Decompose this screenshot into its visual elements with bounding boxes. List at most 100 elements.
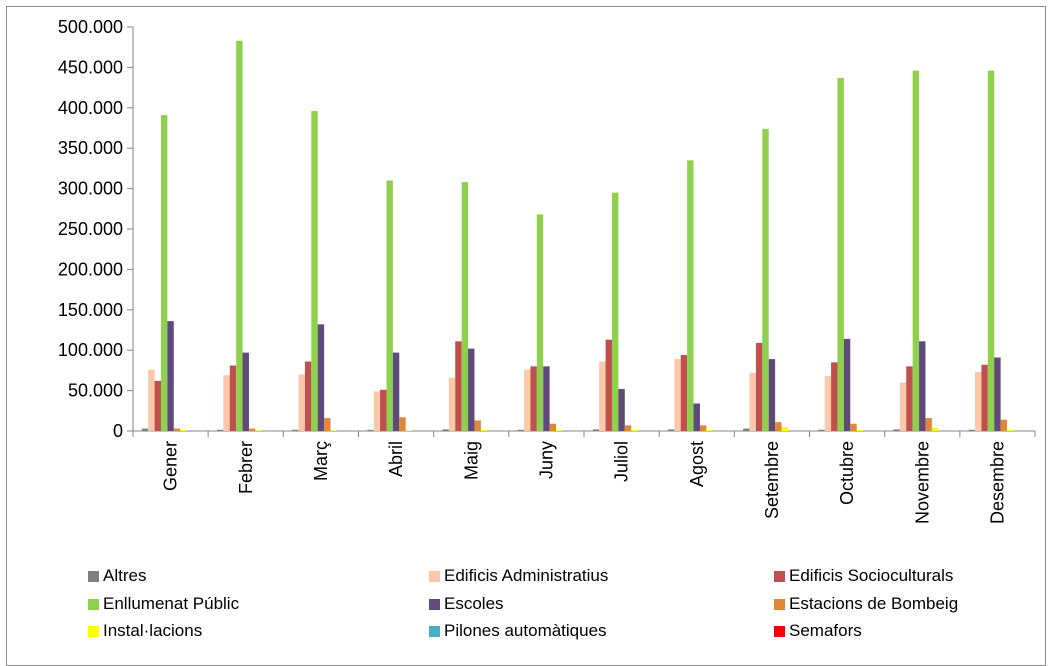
bar — [324, 418, 330, 431]
bar — [518, 430, 524, 431]
bar — [442, 429, 448, 431]
bar — [142, 429, 148, 431]
bar — [174, 429, 180, 431]
bar — [743, 429, 749, 431]
bar — [706, 430, 712, 431]
bar — [374, 391, 380, 431]
bar — [837, 78, 843, 431]
x-tick-label: Setembre — [762, 441, 782, 519]
y-tick-label: 250.000 — [58, 219, 123, 239]
bar — [612, 193, 618, 431]
chart-plot: 050.000100.000150.000200.000250.000300.0… — [0, 0, 1053, 560]
bar — [782, 427, 788, 431]
bar — [756, 343, 762, 431]
bar — [857, 430, 863, 431]
bar — [305, 362, 311, 431]
bar — [249, 429, 255, 431]
bar — [380, 390, 386, 431]
x-tick-label: Agost — [687, 441, 707, 487]
y-tick-label: 0 — [113, 421, 123, 441]
y-tick-label: 100.000 — [58, 340, 123, 360]
bar — [906, 366, 912, 431]
y-tick-label: 450.000 — [58, 57, 123, 77]
bar — [530, 366, 536, 431]
bar — [900, 383, 906, 431]
x-tick-label: Octubre — [837, 441, 857, 505]
bar — [850, 424, 856, 431]
bar — [167, 321, 173, 431]
bar — [981, 365, 987, 431]
bar — [618, 389, 624, 431]
bar — [462, 182, 468, 431]
bar — [543, 366, 549, 431]
bar — [299, 374, 305, 431]
bar — [449, 378, 455, 431]
bar — [825, 376, 831, 431]
bar — [599, 362, 605, 431]
bar — [481, 430, 487, 431]
bar — [230, 366, 236, 431]
bar — [537, 214, 543, 431]
x-tick-label: Gener — [161, 441, 181, 491]
bar — [243, 353, 249, 431]
bar — [386, 181, 392, 431]
bar — [893, 429, 899, 431]
bar — [913, 71, 919, 431]
bar — [606, 340, 612, 431]
bar — [988, 71, 994, 431]
bar — [694, 404, 700, 431]
bar — [844, 339, 850, 431]
bar — [155, 381, 161, 431]
bar — [681, 355, 687, 431]
bar — [292, 430, 298, 431]
y-tick-label: 50.000 — [68, 381, 123, 401]
x-tick-label: Novembre — [912, 441, 932, 524]
y-tick-label: 500.000 — [58, 17, 123, 37]
bar — [631, 430, 637, 431]
bar — [818, 430, 824, 431]
bar — [524, 370, 530, 431]
bar — [674, 359, 680, 431]
x-tick-label: Juny — [536, 441, 556, 479]
bar — [625, 425, 631, 431]
y-tick-label: 400.000 — [58, 98, 123, 118]
bar — [455, 341, 461, 431]
y-tick-label: 150.000 — [58, 300, 123, 320]
bar — [593, 429, 599, 431]
bar — [975, 372, 981, 431]
y-tick-label: 200.000 — [58, 259, 123, 279]
bar — [399, 417, 405, 431]
bar — [217, 430, 223, 431]
bar — [311, 111, 317, 431]
bar — [687, 160, 693, 431]
bar — [762, 129, 768, 431]
bar — [932, 428, 938, 431]
bar — [700, 425, 706, 431]
bar — [148, 370, 154, 431]
bar — [474, 420, 480, 431]
bar — [393, 353, 399, 431]
y-tick-label: 350.000 — [58, 138, 123, 158]
bar — [831, 362, 837, 431]
bar — [969, 430, 975, 431]
x-tick-label: Juliol — [612, 441, 632, 482]
bar — [318, 324, 324, 431]
bar — [161, 115, 167, 431]
x-tick-label: Març — [311, 441, 331, 481]
x-tick-label: Abril — [386, 441, 406, 477]
bar — [468, 349, 474, 431]
bar — [919, 341, 925, 431]
bar — [556, 430, 562, 431]
bar — [223, 375, 229, 431]
bar — [367, 430, 373, 431]
bar — [994, 357, 1000, 431]
bar — [1001, 420, 1007, 431]
x-tick-label: Febrer — [236, 441, 256, 494]
bar — [550, 424, 556, 431]
bar — [668, 429, 674, 431]
x-tick-label: Maig — [461, 441, 481, 480]
bar — [1007, 430, 1013, 431]
bar — [236, 41, 242, 431]
bar — [775, 422, 781, 431]
bar — [180, 430, 186, 431]
